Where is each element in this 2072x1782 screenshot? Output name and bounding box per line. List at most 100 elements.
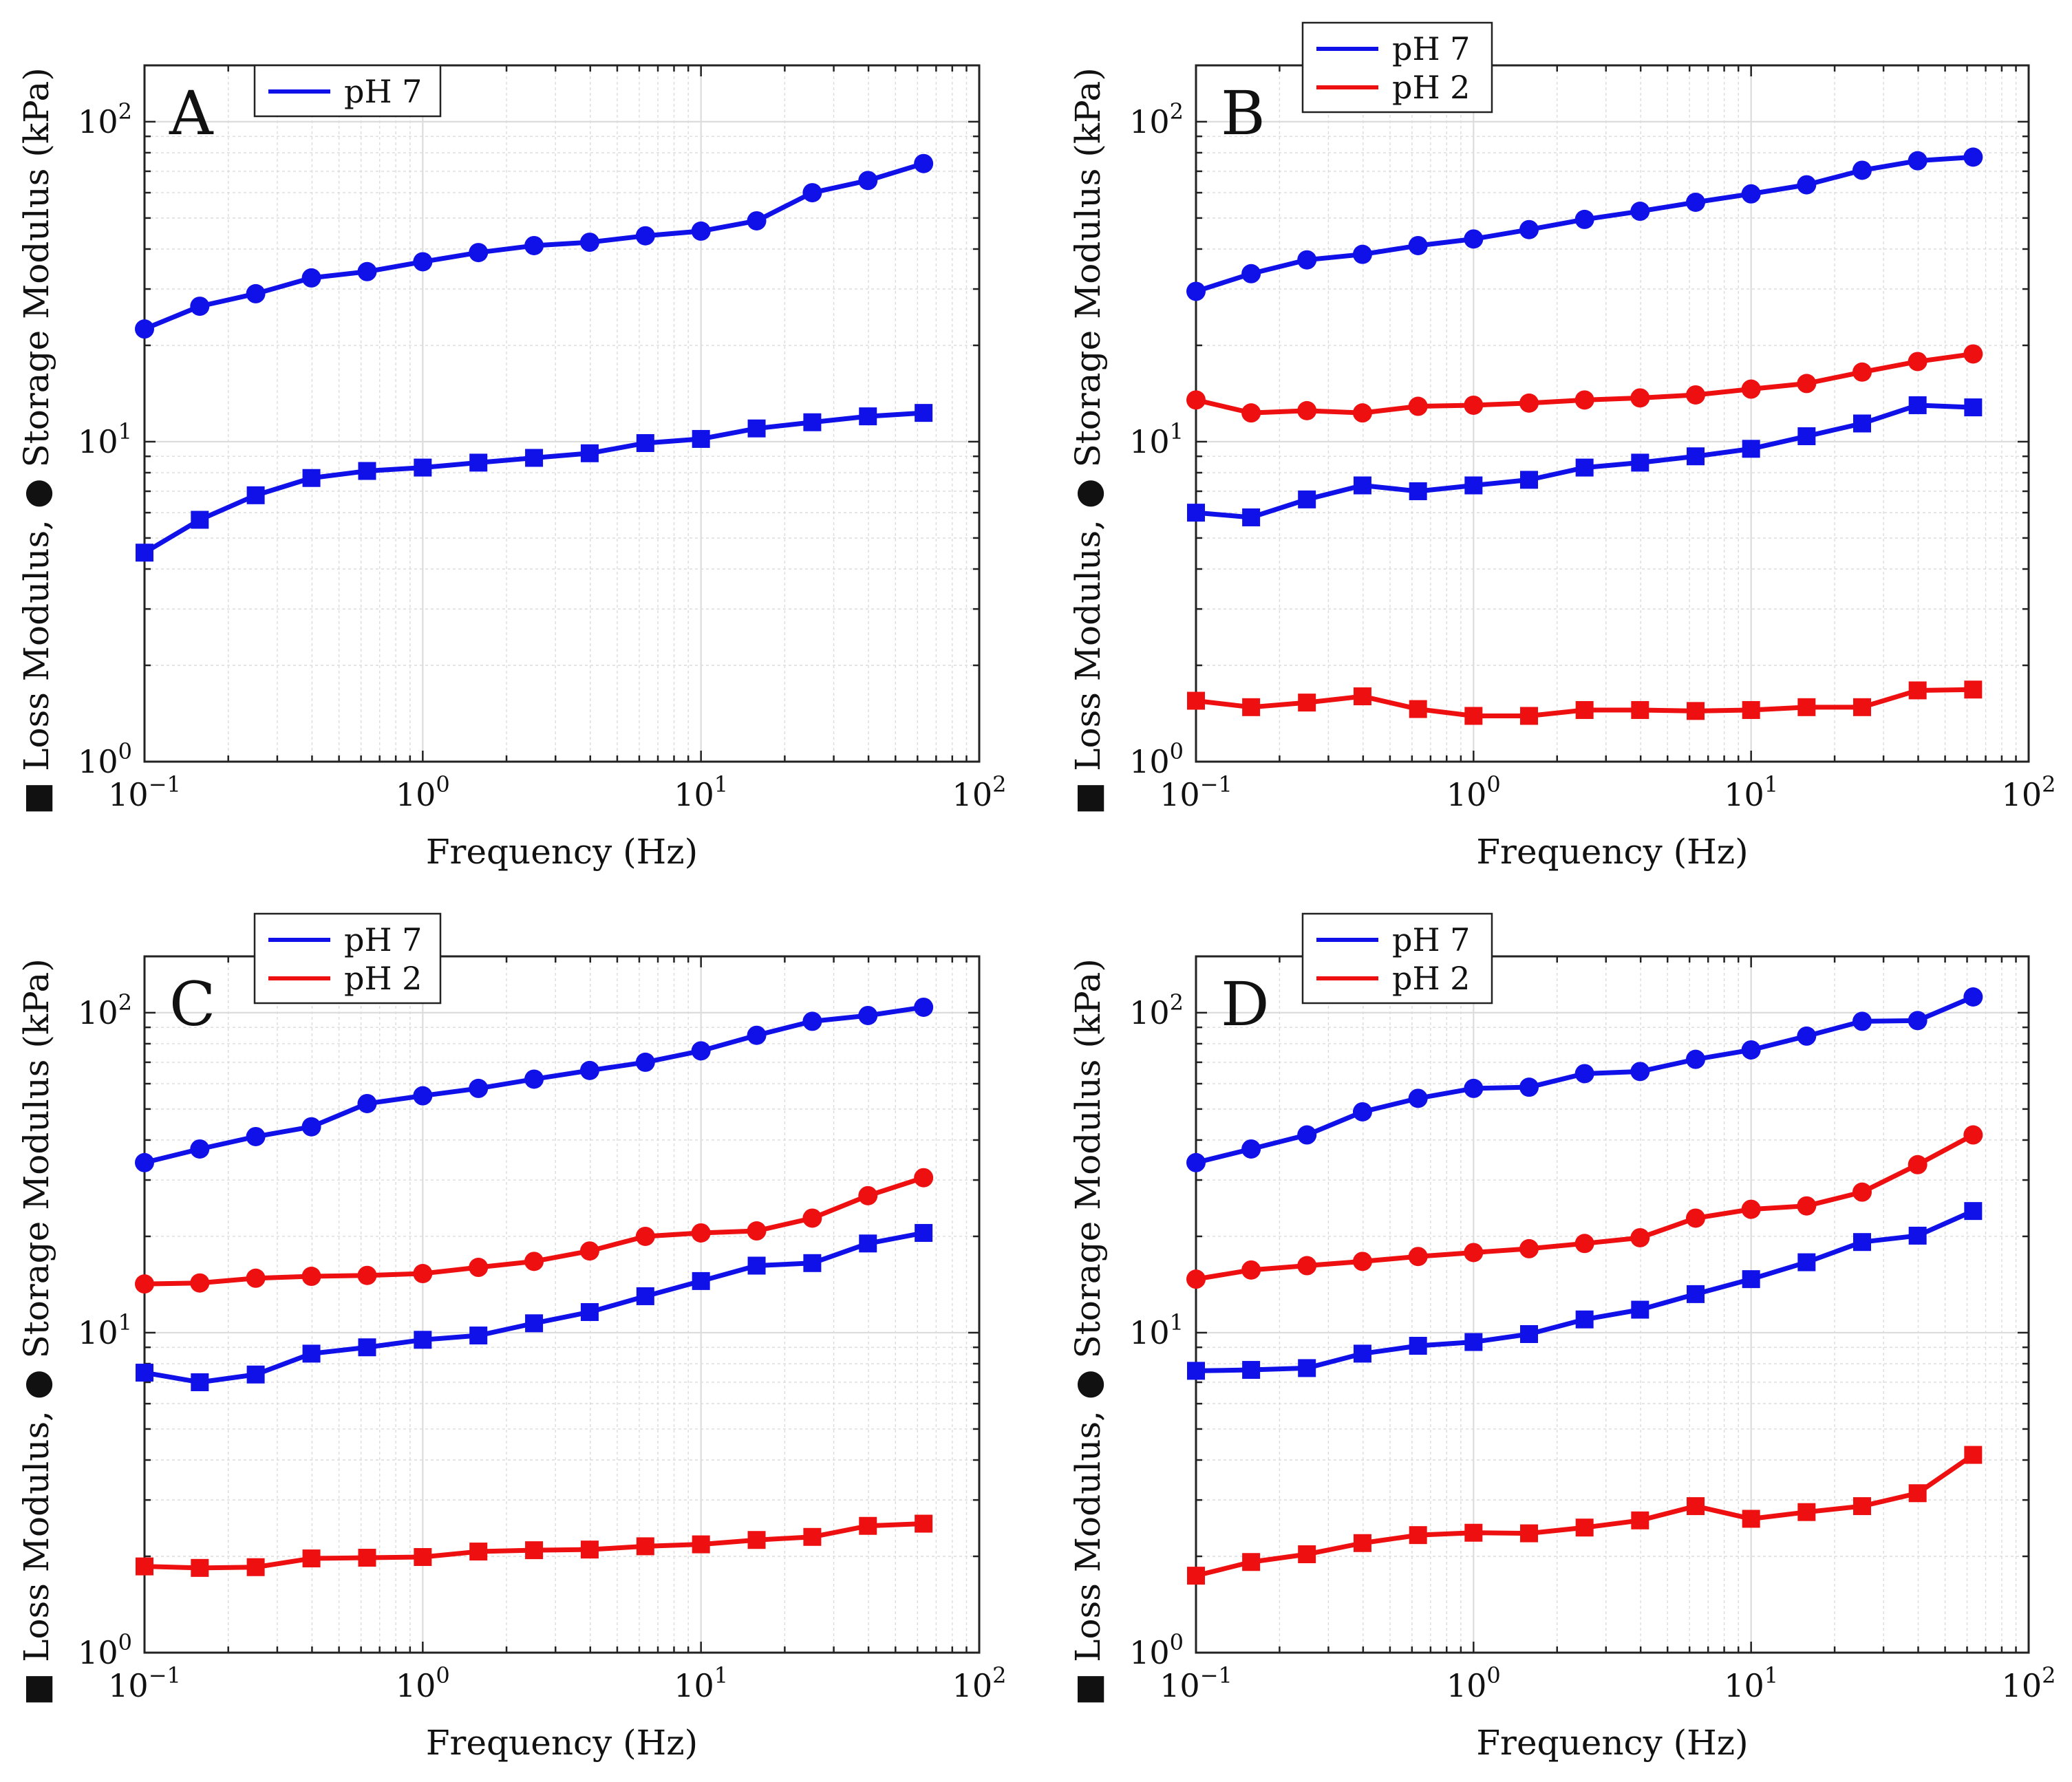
data-point-circle: [1574, 390, 1594, 410]
series-ph7-storage: [135, 153, 934, 339]
plot-area: [145, 65, 979, 762]
x-tick-base: 10: [396, 776, 436, 813]
y-tick-label: 101: [78, 418, 132, 460]
y-tick-label: 100: [1129, 1629, 1184, 1671]
data-point-square: [136, 544, 153, 562]
data-point-square: [692, 1535, 710, 1554]
data-point-circle: [579, 233, 599, 253]
y-tick-exp: 0: [1170, 1629, 1184, 1655]
y-tick-exp: 0: [118, 738, 132, 764]
data-point-square: [1464, 1523, 1483, 1542]
data-point-square: [692, 1271, 710, 1290]
x-tick-exp: 0: [436, 1662, 449, 1688]
data-point-square: [1575, 700, 1594, 719]
x-tick-base: 10: [1724, 776, 1764, 813]
data-point-circle: [1908, 1155, 1927, 1174]
legend-box: [253, 912, 442, 1005]
data-point-square: [1631, 1300, 1649, 1319]
data-point-square: [580, 444, 599, 462]
data-point-circle: [1186, 1152, 1206, 1172]
data-point-circle: [413, 1086, 433, 1106]
data-point-circle: [1908, 1011, 1927, 1031]
y-axis-label: ■ Loss Modulus, ● Storage Modulus (kPa): [17, 958, 56, 1706]
data-point-square: [1298, 694, 1316, 712]
data-point-square: [1464, 707, 1483, 725]
data-point-square: [191, 511, 209, 529]
series-ph2-loss: [1187, 680, 1983, 725]
data-point-circle: [1797, 175, 1817, 195]
legend-label: pH 7: [1392, 30, 1470, 67]
data-point-circle: [469, 1258, 489, 1278]
data-point-square: [1687, 1285, 1705, 1303]
y-tick-exp: 2: [1170, 98, 1184, 125]
x-tick-label: 100: [396, 1662, 450, 1704]
legend-label: pH 2: [1392, 960, 1470, 997]
data-point-square: [469, 1327, 488, 1345]
data-point-square: [915, 1514, 933, 1533]
data-point-circle: [1186, 281, 1206, 301]
data-point-circle: [1297, 1256, 1317, 1276]
data-point-square: [358, 1549, 376, 1567]
data-point-square: [1298, 490, 1316, 508]
data-point-square: [1187, 691, 1205, 710]
data-point-square: [803, 1527, 822, 1546]
ticks: [1195, 65, 2030, 763]
data-point-circle: [1963, 987, 1983, 1007]
x-tick-exp: 2: [992, 771, 1006, 797]
data-point-square: [859, 1234, 877, 1253]
y-tick-label: 101: [1129, 1309, 1184, 1351]
x-tick-label: 10−1: [108, 771, 181, 813]
x-tick-base: 10: [952, 776, 993, 813]
ticks: [143, 65, 981, 763]
y-tick-exp: 0: [118, 1629, 132, 1655]
data-point-circle: [135, 1152, 154, 1172]
data-point-circle: [1408, 1247, 1428, 1267]
y-tick-label: 102: [78, 989, 132, 1031]
y-tick-exp: 2: [118, 989, 132, 1016]
y-tick-exp: 2: [1170, 989, 1184, 1016]
panel-label: D: [1221, 969, 1270, 1040]
data-point-circle: [635, 226, 655, 246]
y-tick-base: 10: [1129, 1634, 1170, 1671]
legend: pH 7pH 2: [253, 912, 442, 1005]
series-ph7-loss: [136, 1223, 933, 1391]
axes-frame: [143, 64, 981, 763]
data-point-circle: [802, 1011, 822, 1031]
data-point-circle: [246, 1268, 266, 1288]
x-tick-base: 10: [2002, 1667, 2042, 1704]
data-point-square: [1908, 681, 1927, 700]
data-point-square: [636, 1287, 654, 1305]
data-point-square: [803, 1254, 822, 1272]
data-point-square: [414, 1331, 432, 1349]
y-tick-label: 101: [78, 1309, 132, 1351]
data-point-square: [1853, 414, 1872, 433]
y-tick-base: 10: [78, 1634, 118, 1671]
data-point-circle: [357, 261, 377, 281]
data-point-square: [1242, 1553, 1261, 1571]
data-point-circle: [1186, 1269, 1206, 1289]
data-point-circle: [1963, 147, 1983, 167]
x-tick-label: 101: [674, 771, 728, 813]
data-point-square: [1797, 698, 1816, 716]
data-point-square: [191, 1373, 209, 1391]
data-point-square: [1742, 440, 1760, 458]
data-point-circle: [301, 1117, 321, 1137]
y-axis-label: ■ Loss Modulus, ● Storage Modulus (kPa): [17, 67, 56, 815]
data-point-square: [915, 1223, 933, 1242]
data-point-square: [1464, 1333, 1483, 1351]
y-tick-base: 10: [78, 1314, 118, 1351]
data-point-circle: [802, 1208, 822, 1228]
data-point-square: [469, 1543, 488, 1561]
data-point-square: [1964, 1202, 1983, 1221]
data-point-circle: [1630, 1062, 1650, 1082]
data-point-square: [1797, 1503, 1816, 1521]
data-point-square: [1520, 1524, 1539, 1543]
x-tick-label: 100: [1446, 1662, 1501, 1704]
data-point-square: [1964, 398, 1983, 417]
panel-label: B: [1221, 78, 1265, 149]
data-point-circle: [1464, 1243, 1484, 1263]
data-point-circle: [1630, 388, 1650, 408]
data-point-circle: [579, 1241, 599, 1261]
